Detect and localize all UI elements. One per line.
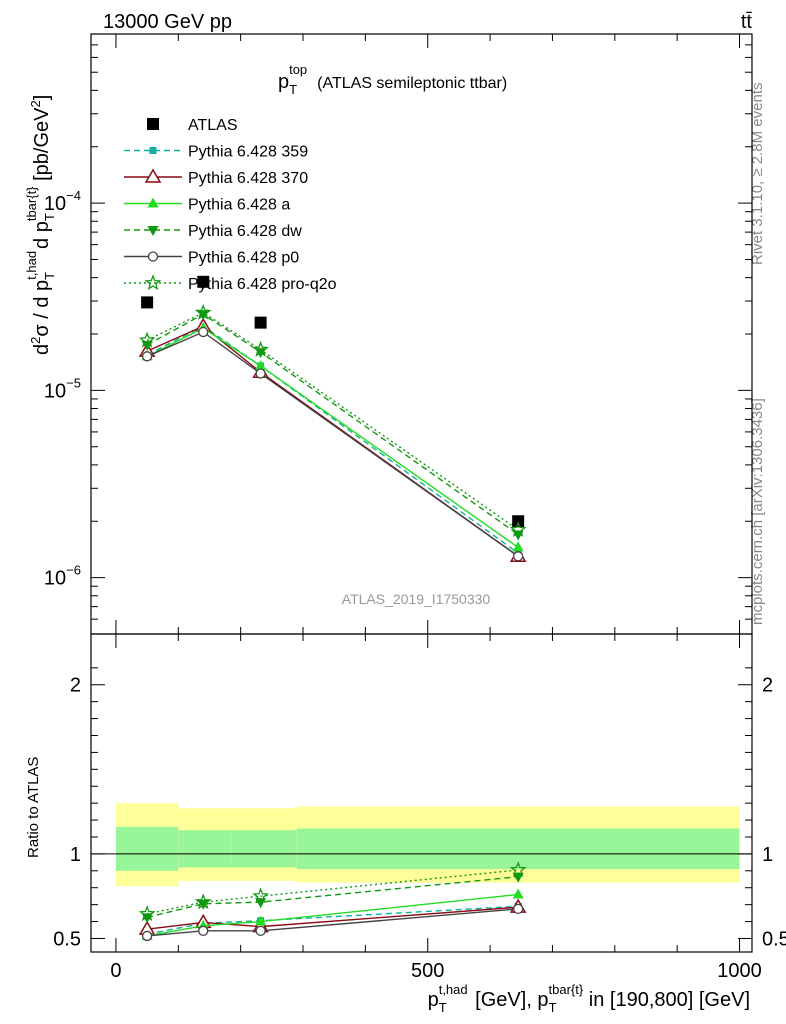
ratio-series-4-point-0 [141, 930, 153, 942]
main-series-5-point-3 [513, 551, 524, 562]
ratio-y-tick-label-right: 0.5 [762, 928, 786, 950]
main-y-tick-label: 10−6 [44, 563, 81, 590]
main-panel-series [138, 275, 527, 563]
x-tick-label: 0 [110, 960, 121, 982]
main-series-6-point-2 [252, 340, 269, 357]
plot-title-sup: top [289, 62, 307, 77]
legend-marker-2 [144, 168, 162, 183]
legend-marker-4 [147, 226, 159, 236]
main-series-3-point-2 [255, 359, 267, 370]
main-series-0-point-2 [254, 316, 267, 329]
ratio-series-2-point-2 [255, 915, 267, 926]
ratio-y-axis-label: Ratio to ATLAS [25, 757, 42, 858]
main-series-line-4 [146, 313, 519, 536]
mcplots-credit-label: mcplots.cern.ch [arXiv:1306.3436] [749, 398, 766, 625]
ratio-y-tick-label: 0.5 [53, 928, 81, 950]
ratio-series-4-point-1 [198, 925, 209, 937]
band-green [231, 830, 297, 868]
ratio-series-5-point-1 [194, 893, 212, 910]
legend-label-6: Pythia 6.428 pro-q2o [188, 276, 337, 293]
ratio-series-line-0 [146, 905, 519, 935]
header-process-label: tt̄ [741, 11, 753, 33]
legend-marker-0 [147, 118, 159, 130]
main-series-0-point-1 [197, 275, 210, 288]
ratio-y-tick-label-right: 2 [762, 675, 773, 697]
x-tick-label: 500 [411, 960, 444, 982]
legend-label-3: Pythia 6.428 a [188, 197, 290, 214]
main-series-6-point-0 [138, 331, 156, 348]
main-series-line-6 [146, 311, 519, 531]
ratio-series-line-1 [147, 906, 519, 930]
ratio-series-5-point-0 [138, 905, 156, 922]
ratio-series-5-point-3 [509, 861, 527, 878]
legend-marker-6 [144, 274, 162, 291]
plot-title-sub: T [289, 82, 297, 97]
analysis-watermark: ATLAS_2019_I1750330 [342, 591, 491, 607]
main-series-5-point-1 [198, 326, 209, 338]
legend-label-0: ATLAS [188, 117, 238, 134]
ratio-y-tick-label-right: 1 [762, 844, 773, 866]
ratio-series-line-2 [146, 893, 519, 937]
main-series-line-3 [146, 327, 519, 548]
ratio-series-line-4 [147, 908, 519, 937]
legend-marker-1 [149, 147, 157, 154]
band-green [178, 830, 232, 868]
legend-label-5: Pythia 6.428 p0 [188, 250, 299, 267]
main-series-line-5 [146, 331, 519, 557]
ratio-series-line-5 [146, 869, 519, 915]
main-y-axis-label: d2σ / d pTt,hadd pTtbar{t} [pb/GeV2] [24, 95, 57, 355]
ratio-panel-series [138, 861, 527, 942]
ratio-series-2-point-3 [512, 888, 524, 899]
legend-marker-3 [147, 197, 159, 208]
plot-title: pTtop (ATLAS semileptonic ttbar) [278, 62, 507, 97]
header-energy-label: 13000 GeV pp [103, 11, 232, 33]
x-tick-label: 1000 [717, 960, 762, 982]
legend-label-2: Pythia 6.428 370 [188, 170, 308, 187]
ratio-y-tick-label: 2 [70, 675, 81, 697]
ratio-series-4-point-2 [255, 925, 266, 937]
ratio-panel-frame [90, 633, 753, 953]
plot-title-rest: (ATLAS semileptonic ttbar) [317, 75, 507, 92]
main-y-tick-label: 10−4 [44, 188, 81, 215]
ratio-y-tick-label: 1 [70, 844, 81, 866]
ratio-series-4-point-3 [513, 903, 524, 915]
main-series-line-2 [146, 325, 519, 557]
main-series-5-point-2 [255, 368, 266, 379]
main-series-line-1 [146, 325, 519, 554]
band-green [115, 826, 179, 871]
legend: ATLAS Pythia 6.428 359 Pythia 6.428 370 Pyt… [124, 117, 337, 293]
main-series-3-point-3 [512, 541, 524, 552]
main-series-0-point-0 [141, 296, 154, 309]
legend-label-4: Pythia 6.428 dw [188, 223, 302, 240]
main-series-6-point-1 [194, 303, 212, 320]
rivet-version-label: Rivet 3.1.10, ≥ 2.8M events [749, 83, 766, 266]
ratio-series-line-3 [146, 876, 519, 919]
main-series-5-point-0 [141, 351, 153, 362]
main-series-6-point-3 [509, 520, 527, 537]
main-series-4-point-3 [512, 530, 524, 541]
ratio-series-5-point-2 [252, 887, 270, 904]
plot-title-main: p [278, 71, 289, 93]
x-axis-label: pTt,had [GeV], pTtbar{t} in [190,800] [G… [428, 982, 750, 1015]
ratio-uncertainty-bands [91, 803, 752, 887]
legend-marker-5 [147, 251, 159, 262]
main-y-tick-label: 10−5 [44, 375, 81, 402]
legend-label-1: Pythia 6.428 359 [188, 144, 308, 161]
